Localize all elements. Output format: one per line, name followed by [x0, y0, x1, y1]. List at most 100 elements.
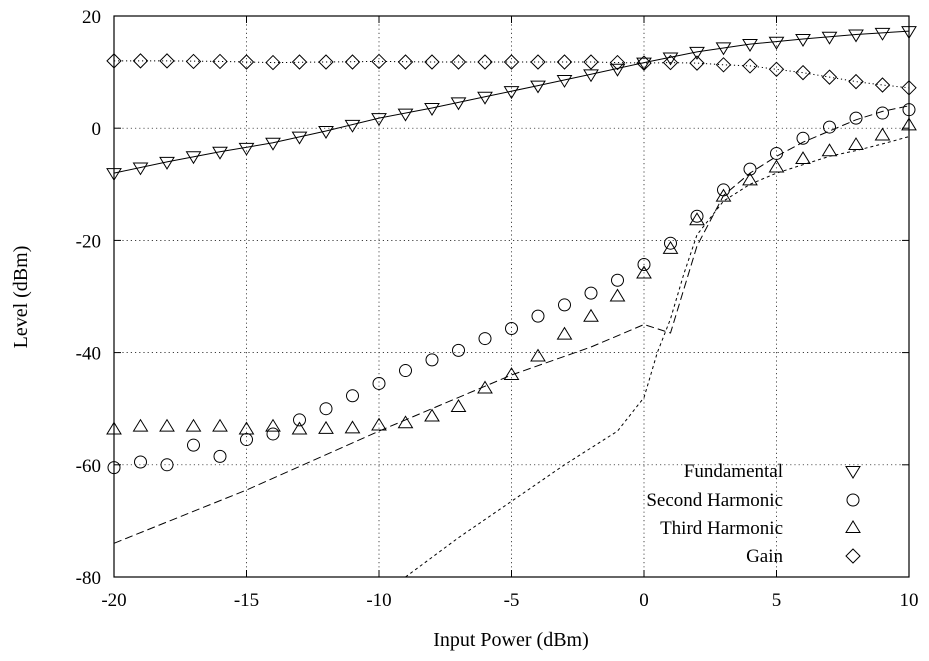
data-point [291, 131, 308, 145]
data-point [187, 438, 200, 452]
data-point [768, 36, 785, 50]
y-tick-label: 0 [92, 119, 102, 140]
data-point [530, 54, 546, 70]
data-point [346, 389, 359, 403]
data-point [530, 348, 546, 362]
x-tick-label: -15 [234, 590, 259, 611]
data-point [238, 54, 255, 70]
x-tick-labels: -20 -15 -10 -5 0 5 10 [101, 590, 918, 611]
data-point [770, 146, 783, 160]
data-point [768, 159, 785, 173]
data-point [583, 69, 599, 83]
axis-ticks [113, 15, 910, 578]
data-point [795, 34, 811, 47]
data-point [397, 108, 414, 122]
data-point [424, 54, 440, 70]
data-point [319, 402, 333, 416]
data-point [344, 420, 361, 434]
data-point [742, 172, 758, 186]
data-point [556, 54, 573, 70]
data-point [212, 146, 228, 160]
y-tick-label: -60 [76, 456, 101, 477]
series-third-harmonic [106, 117, 917, 435]
legend-label: Fundamental [684, 461, 783, 482]
data-point [876, 106, 889, 120]
x-tick-label: 5 [772, 590, 782, 611]
data-point [848, 137, 864, 151]
data-point [293, 413, 306, 427]
data-point [318, 54, 334, 70]
data-point [821, 31, 838, 45]
y-tick-label: -80 [76, 568, 101, 589]
y-tick-label: -20 [76, 231, 101, 252]
data-point [265, 418, 281, 432]
data-point [160, 458, 174, 472]
data-point [344, 54, 361, 70]
data-point [715, 57, 732, 73]
data-point [371, 53, 387, 70]
data-point [503, 86, 520, 100]
data-point [212, 53, 228, 70]
data-point [450, 97, 467, 111]
data-point [795, 64, 811, 81]
data-point [159, 53, 175, 69]
data-point [796, 131, 810, 145]
y-tick-labels: -80 -60 -40 -20 0 20 [76, 7, 101, 589]
data-point [743, 162, 757, 176]
data-point [874, 127, 891, 141]
data-point [636, 57, 652, 71]
data-point [556, 74, 573, 88]
data-point [821, 69, 838, 85]
legend-marker [845, 548, 861, 564]
data-point [478, 332, 492, 346]
data-point [583, 54, 599, 70]
data-point [795, 151, 811, 165]
data-point [609, 54, 626, 71]
data-point [558, 298, 571, 312]
data-point [584, 286, 598, 300]
data-point [159, 418, 175, 432]
data-point [583, 308, 599, 322]
data-point [636, 55, 652, 71]
data-point [768, 61, 785, 78]
legend-marker [845, 466, 861, 479]
data-point [132, 162, 149, 176]
data-point [530, 80, 546, 94]
data-point [134, 455, 147, 469]
legend: Fundamental Second Harmonic Third Harmonic… [646, 461, 861, 567]
data-point [240, 433, 253, 447]
data-point [503, 54, 520, 70]
data-point [823, 120, 836, 134]
y-tick-label: 20 [82, 7, 101, 28]
data-point [424, 103, 440, 116]
data-point [690, 209, 704, 223]
data-point [132, 53, 149, 69]
data-point [689, 212, 705, 226]
data-point [266, 427, 280, 441]
grid [114, 16, 909, 577]
fit-curve-short-dashed [405, 136, 910, 578]
data-point [477, 91, 493, 105]
series-gain [106, 53, 917, 96]
data-point [662, 240, 679, 254]
data-point [689, 55, 705, 71]
x-tick-label: 0 [639, 590, 649, 611]
data-point [213, 449, 227, 463]
data-point [371, 113, 387, 127]
data-point [318, 420, 334, 434]
x-tick-label: -20 [101, 590, 126, 611]
data-point [344, 119, 361, 133]
data-point [212, 418, 228, 432]
x-axis-label: Input Power (dBm) [433, 629, 589, 651]
data-point [689, 46, 705, 60]
fit-curves [113, 30, 910, 578]
data-point [238, 142, 255, 156]
data-point [609, 288, 626, 302]
fit-curve-dashed [113, 105, 910, 544]
fit-curve-dotted [114, 60, 910, 89]
data-point [611, 273, 624, 287]
data-point [132, 418, 149, 432]
data-point [424, 408, 440, 422]
data-point [185, 53, 202, 70]
